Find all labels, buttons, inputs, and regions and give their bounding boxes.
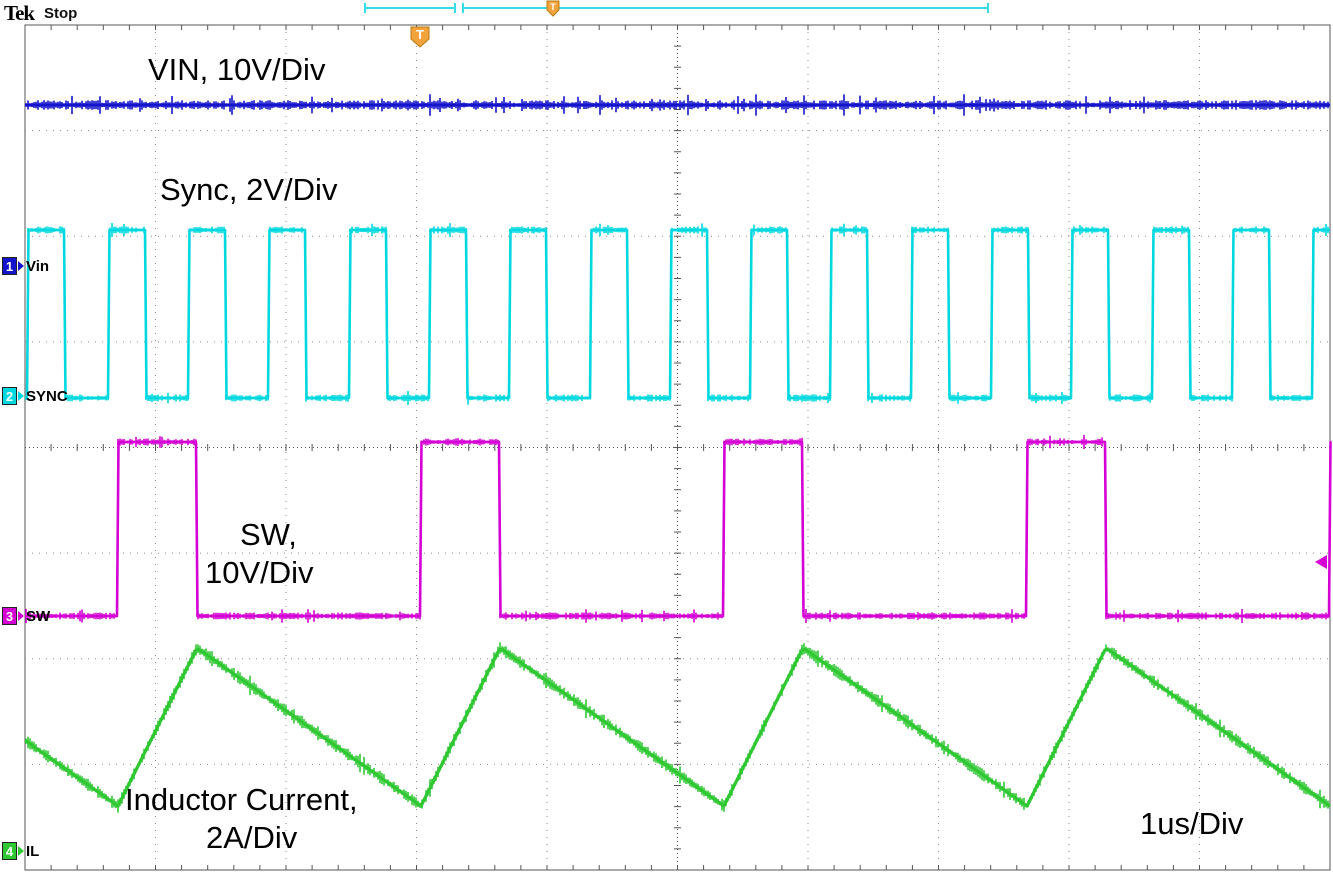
timebase-annotation: 1us/Div [1140, 806, 1244, 841]
svg-text:T: T [416, 27, 424, 42]
channel-1-label: Vin [26, 257, 50, 275]
graticule [24, 24, 1331, 871]
channel-2-number: 2 [2, 387, 17, 405]
trace-sw [25, 435, 1332, 624]
trace-vin [25, 94, 1331, 116]
channel-3-number: 3 [2, 607, 17, 625]
channel-3-marker: 3 SW [2, 607, 50, 625]
channel-2-label: SYNC [26, 387, 68, 405]
channel-3-arrow-icon [18, 611, 24, 621]
trigger-level-arrow-icon [1315, 555, 1327, 569]
channel-4-arrow-icon [18, 846, 24, 856]
trace-sync [25, 222, 1330, 405]
channel-1-marker: 1 Vin [2, 257, 49, 275]
sw-annotation-line2: 10V/Div [205, 555, 314, 590]
record-bar [364, 3, 989, 13]
sync-annotation: Sync, 2V/Div [160, 172, 338, 207]
sw-annotation-line1: SW, [240, 517, 297, 552]
channel-1-arrow-icon [18, 261, 24, 271]
trace-il [24, 642, 1331, 813]
il-annotation-line1: Inductor Current, [125, 782, 358, 817]
channel-1-number: 1 [2, 257, 17, 275]
trigger-position-marker: T [410, 26, 430, 48]
channel-2-arrow-icon [18, 391, 24, 401]
svg-text:T: T [550, 2, 556, 12]
vin-annotation: VIN, 10V/Div [148, 52, 326, 87]
il-annotation-line2: 2A/Div [206, 820, 298, 855]
brand-logo: Tek [4, 1, 35, 25]
channel-2-marker: 2 SYNC [2, 387, 68, 405]
record-trigger-marker: T [546, 0, 560, 17]
channel-4-marker: 4 IL [2, 842, 39, 860]
channel-3-label: SW [26, 607, 51, 625]
channel-4-label: IL [26, 842, 40, 860]
channel-4-number: 4 [2, 842, 17, 860]
acquisition-status: Stop [44, 5, 78, 22]
